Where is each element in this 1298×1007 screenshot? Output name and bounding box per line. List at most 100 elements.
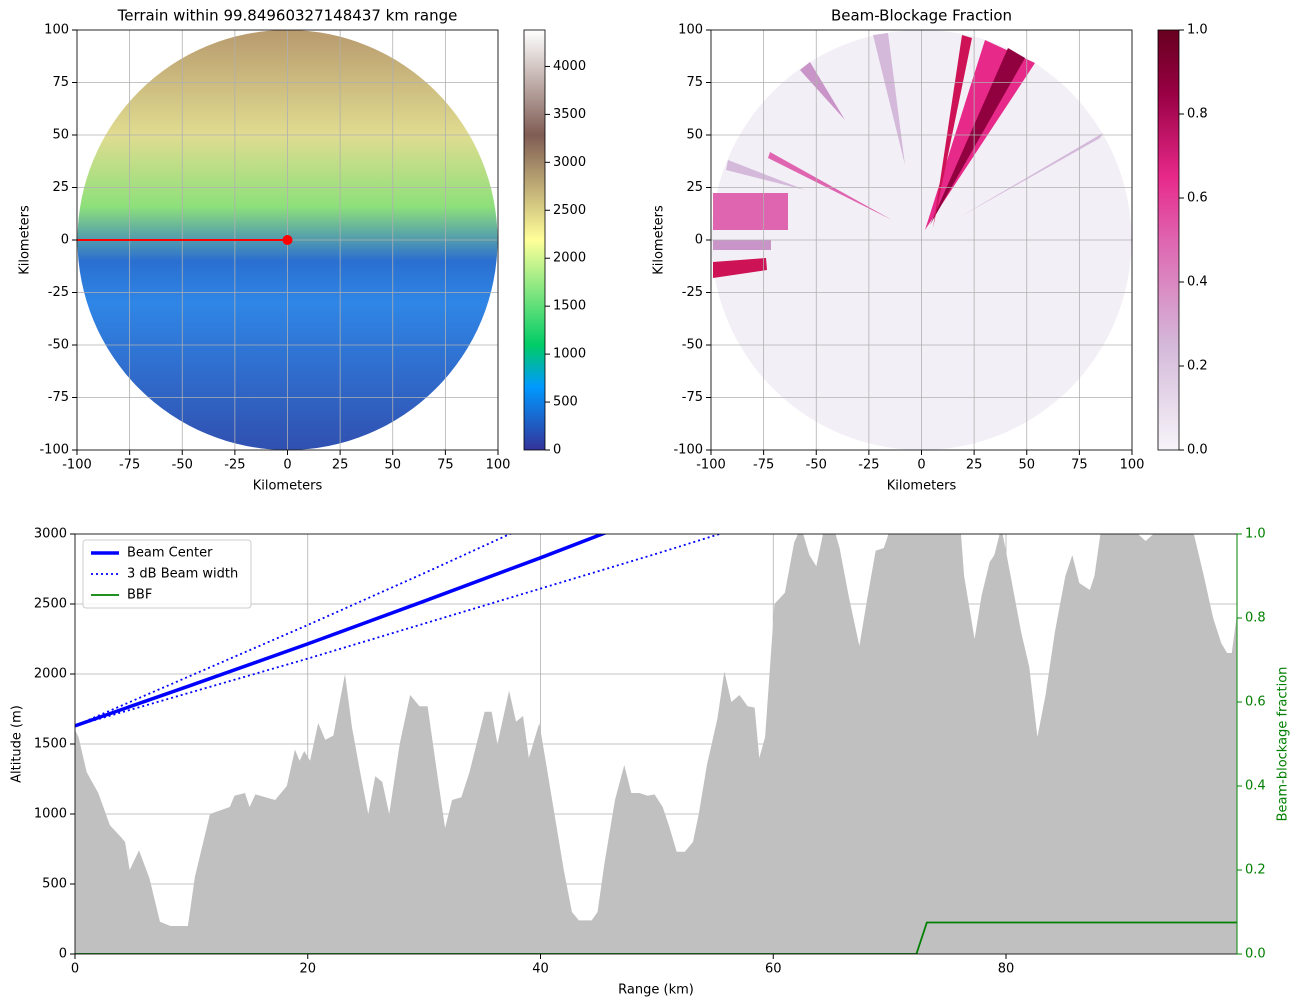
- legend-label: Beam Center: [127, 546, 213, 561]
- x-tick-label: 20: [299, 962, 316, 977]
- y-tick-label: -25: [682, 285, 703, 300]
- x-tick-label: 0: [71, 962, 79, 977]
- y-tick-label: 50: [686, 128, 703, 143]
- y2-tick-label: 0.4: [1245, 779, 1266, 794]
- y-tick-label: 75: [52, 75, 69, 90]
- y-tick-label: 1500: [34, 737, 67, 752]
- y-tick-label: 0: [695, 233, 703, 248]
- x-axis-label: Kilometers: [253, 479, 323, 494]
- plot-frame: [710, 29, 1133, 451]
- legend-label: 3 dB Beam width: [127, 567, 238, 582]
- y2-tick-label: 0.0: [1245, 947, 1266, 962]
- y-tick-label: 100: [44, 23, 69, 38]
- y-tick-label: 2000: [34, 667, 67, 682]
- terrain-area: [75, 534, 1237, 954]
- colorbar-tick-label: 0.4: [1187, 275, 1208, 290]
- y2-tick-label: 0.2: [1245, 863, 1266, 878]
- colorbar: [1157, 29, 1180, 451]
- colorbar-tick-label: 0.0: [1187, 443, 1208, 458]
- y-tick-label: -50: [682, 338, 703, 353]
- bbf-wedge: [958, 133, 1103, 218]
- y-tick-label: 500: [42, 877, 67, 892]
- colorbar-tick-label: 2500: [553, 203, 586, 218]
- y-tick-label: 25: [686, 180, 703, 195]
- x-tick-label: 50: [1018, 458, 1035, 473]
- colorbar-tick-label: 0.6: [1187, 191, 1208, 206]
- y-tick-label: 2500: [34, 597, 67, 612]
- bbf-wedge: [873, 33, 905, 165]
- x-tick-label: 50: [384, 458, 401, 473]
- x-tick-label: -50: [806, 458, 827, 473]
- x-tick-label: -75: [119, 458, 140, 473]
- y-axis-label: Altitude (m): [10, 705, 25, 783]
- y-tick-label: -100: [39, 443, 69, 458]
- bbf-wedge: [713, 193, 788, 230]
- chart-title: Terrain within 99.84960327148437 km rang…: [117, 7, 458, 25]
- x-tick-label: 0: [917, 458, 925, 473]
- y-tick-label: -100: [673, 443, 703, 458]
- series-line: [75, 534, 513, 727]
- x-tick-label: 25: [332, 458, 349, 473]
- legend-box: [82, 539, 252, 609]
- y-tick-label: -75: [48, 390, 69, 405]
- y2-axis-label: Beam-blockage fraction: [1276, 667, 1291, 822]
- bbf-wedge: [930, 48, 1025, 225]
- colorbar-tick-label: 500: [553, 395, 578, 410]
- radar-site: [282, 235, 293, 245]
- series-line: [75, 534, 723, 727]
- y-tick-label: -50: [48, 338, 69, 353]
- x-tick-label: 80: [998, 962, 1015, 977]
- y-tick-label: 3000: [34, 527, 67, 542]
- x-axis-label: Range (km): [618, 983, 694, 998]
- x-tick-label: -25: [858, 458, 879, 473]
- y-tick-label: -25: [48, 285, 69, 300]
- colorbar-tick-label: 1000: [553, 347, 586, 362]
- chart-title: Beam-Blockage Fraction: [831, 7, 1012, 25]
- bbf-wedge: [768, 152, 892, 220]
- x-tick-label: 60: [765, 962, 782, 977]
- y-tick-label: 50: [52, 128, 69, 143]
- series-line: [75, 921, 1237, 954]
- y-tick-label: -75: [682, 390, 703, 405]
- colorbar-tick-label: 3000: [553, 155, 586, 170]
- y2-tick-label: 0.8: [1245, 611, 1266, 626]
- y-tick-label: 25: [52, 180, 69, 195]
- x-tick-label: -100: [62, 458, 92, 473]
- x-axis-label: Kilometers: [887, 479, 957, 494]
- x-tick-label: 0: [283, 458, 291, 473]
- y-tick-label: 100: [678, 23, 703, 38]
- series-line: [75, 534, 608, 728]
- y-tick-label: 0: [61, 233, 69, 248]
- legend-label: BBF: [127, 588, 152, 603]
- colorbar: [523, 29, 546, 451]
- x-tick-label: 40: [532, 962, 549, 977]
- y-tick-label: 0: [59, 947, 67, 962]
- colorbar-tick-label: 3500: [553, 107, 586, 122]
- x-tick-label: -50: [172, 458, 193, 473]
- x-tick-label: 25: [966, 458, 983, 473]
- bbf-wedge: [713, 240, 771, 250]
- bbf-wedge: [713, 258, 767, 278]
- x-tick-label: 100: [1120, 458, 1145, 473]
- x-tick-label: -75: [753, 458, 774, 473]
- x-tick-label: -25: [224, 458, 245, 473]
- x-tick-label: 75: [1071, 458, 1088, 473]
- colorbar-tick-label: 0: [553, 443, 561, 458]
- x-tick-label: 75: [437, 458, 454, 473]
- bbf-wedge: [800, 62, 845, 120]
- x-tick-label: 100: [486, 458, 511, 473]
- y-tick-label: 75: [686, 75, 703, 90]
- colorbar-tick-label: 1.0: [1187, 23, 1208, 38]
- bbf-wedge: [726, 160, 805, 190]
- colorbar-tick-label: 4000: [553, 59, 586, 74]
- colorbar-tick-label: 2000: [553, 251, 586, 266]
- y-axis-label: Kilometers: [652, 205, 667, 275]
- y2-tick-label: 1.0: [1245, 527, 1266, 542]
- x-tick-label: -100: [696, 458, 726, 473]
- plot-frame: [76, 29, 499, 451]
- colorbar-tick-label: 0.2: [1187, 359, 1208, 374]
- colorbar-tick-label: 0.8: [1187, 107, 1208, 122]
- colorbar-tick-label: 1500: [553, 299, 586, 314]
- y2-tick-label: 0.6: [1245, 695, 1266, 710]
